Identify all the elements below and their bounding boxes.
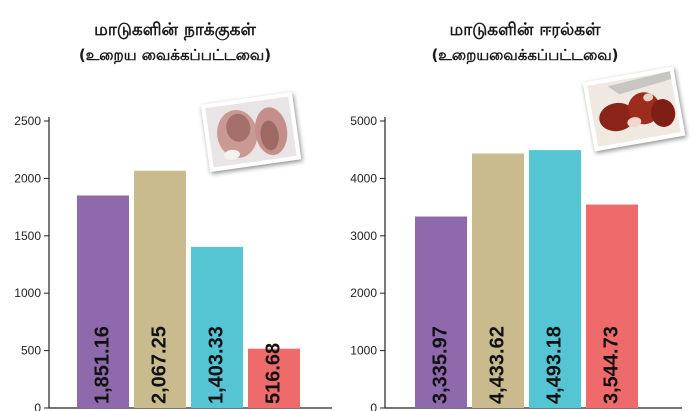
chart-subtitle: (உறைய வைக்கப்பட்டவை) <box>78 46 272 64</box>
bar-value-label: 3,335.97 <box>429 326 451 404</box>
y-tick-label: 500 <box>21 344 41 358</box>
livers-bar-chart: 0 1000 2000 3000 4000 5000 3,335.97 4,433.62 4,4… <box>350 114 682 411</box>
beef-tongue-photo-icon <box>200 91 302 173</box>
y-tick-label: 4000 <box>350 171 377 185</box>
y-tick-label: 1000 <box>350 344 377 358</box>
y-tick-label: 1500 <box>14 229 41 243</box>
bar <box>77 195 129 408</box>
y-tick-label: 2500 <box>14 114 41 128</box>
beef-liver-photo-icon <box>582 66 686 152</box>
bar-value-label: 3,544.73 <box>600 326 622 404</box>
bar <box>472 153 524 408</box>
bar-value-label: 2,067.25 <box>148 326 170 404</box>
y-tick-label: 0 <box>370 401 377 411</box>
bar <box>415 216 467 408</box>
bar-value-label: 4,493.18 <box>543 326 565 404</box>
bar <box>529 150 581 408</box>
bar-value-label: 1,403.33 <box>205 326 227 404</box>
chart-title: மாடுகளின் ஈரல்கள் <box>449 20 601 40</box>
bar <box>191 246 243 408</box>
y-tick-label: 3000 <box>350 229 377 243</box>
bar-value-label: 1,851.16 <box>91 326 113 404</box>
chart-subtitle: (உறையவைக்கப்பட்டவை) <box>431 46 619 64</box>
y-tick-label: 2000 <box>14 171 41 185</box>
y-tick-label: 0 <box>34 401 41 411</box>
bar <box>134 170 186 408</box>
y-tick-label: 5000 <box>350 114 377 128</box>
y-tick-label: 2000 <box>350 286 377 300</box>
bar <box>248 348 300 408</box>
chart-title: மாடுகளின் நாக்குகள் <box>94 20 256 40</box>
bar-value-label: 516.68 <box>262 343 284 404</box>
bar <box>586 204 638 408</box>
bar-value-label: 4,433.62 <box>486 326 508 404</box>
livers-chart-panel: மாடுகளின் ஈரல்கள் (உறையவைக்கப்பட்டவை) 0 1… <box>350 0 700 411</box>
tongues-bar-chart: 0 500 1000 1500 2000 2500 1,851.16 2,067.25 1,40… <box>14 114 332 411</box>
tongues-chart-panel: மாடுகளின் நாக்குகள் (உறைய வைக்கப்பட்டவை)… <box>14 20 332 411</box>
y-tick-label: 1000 <box>14 286 41 300</box>
